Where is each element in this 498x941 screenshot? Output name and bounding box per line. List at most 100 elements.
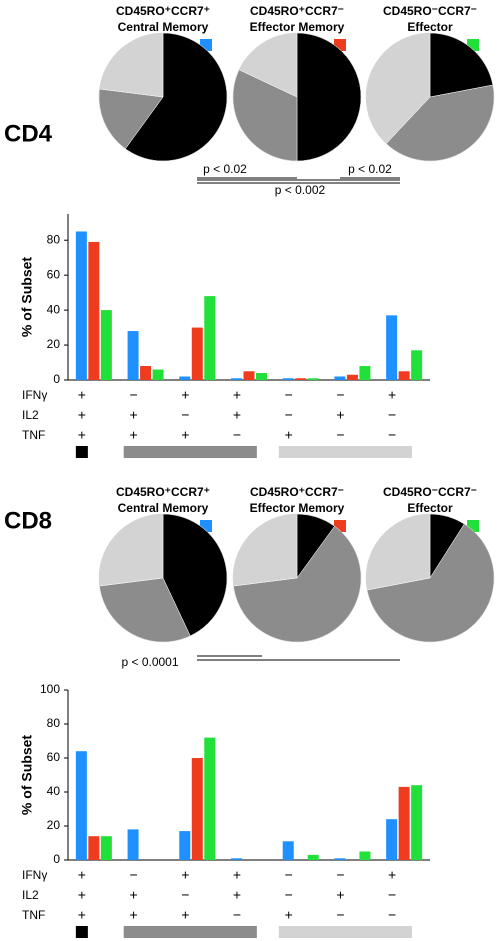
pie-subtitle: Effector <box>407 20 453 34</box>
pie-title: CD45RO⁻CCR7⁻ <box>383 4 477 18</box>
bar <box>191 327 203 380</box>
bar <box>140 366 152 380</box>
y-tick-label: 100 <box>40 682 60 696</box>
combo-sign: + <box>181 867 189 883</box>
panel-label: CD4 <box>4 120 53 147</box>
combo-sign: + <box>233 887 241 903</box>
combo-sign: − <box>285 887 293 903</box>
bar <box>204 737 216 860</box>
combo-sign: + <box>129 407 137 423</box>
combo-sign: + <box>233 387 241 403</box>
pie-outline <box>365 32 495 162</box>
y-tick-label: 40 <box>47 784 61 798</box>
pie-slice <box>98 513 164 587</box>
combo-sign: − <box>388 887 396 903</box>
row-label: IFNγ <box>22 868 47 882</box>
combo-sign: + <box>233 867 241 883</box>
p-value: p < 0.02 <box>203 162 247 176</box>
combo-sign: − <box>233 427 241 443</box>
combo-sign: − <box>388 407 396 423</box>
combo-sign: − <box>285 407 293 423</box>
group-marker <box>278 926 412 938</box>
pie-subtitle: Effector <box>407 501 453 515</box>
combo-sign: + <box>129 907 137 923</box>
combo-sign: + <box>78 907 86 923</box>
bar <box>100 836 112 860</box>
y-tick-label: 20 <box>47 818 61 832</box>
row-label: IL2 <box>22 888 39 902</box>
bar <box>88 241 100 380</box>
bar <box>75 231 87 380</box>
combo-sign: − <box>181 887 189 903</box>
bar <box>88 836 100 860</box>
pie-outline <box>365 513 495 643</box>
bar <box>334 858 346 860</box>
pie-subtitle: Central Memory <box>118 501 209 515</box>
combo-sign: + <box>129 887 137 903</box>
combo-sign: − <box>336 427 344 443</box>
bar <box>282 841 294 860</box>
bar <box>359 366 371 380</box>
combo-sign: + <box>233 407 241 423</box>
pie-title: CD45RO⁺CCR7⁺ <box>116 4 210 18</box>
group-marker <box>123 446 257 458</box>
bar <box>386 315 398 380</box>
combo-sign: − <box>129 387 137 403</box>
combo-sign: − <box>336 907 344 923</box>
bar <box>179 831 191 860</box>
bar <box>256 373 267 380</box>
y-axis-title: % of Subset <box>19 257 35 337</box>
y-tick-label: 60 <box>47 750 61 764</box>
combo-sign: + <box>285 427 293 443</box>
combo-sign: + <box>336 887 344 903</box>
pie-title: CD45RO⁺CCR7⁺ <box>116 485 210 499</box>
bar <box>243 371 255 380</box>
combo-sign: + <box>78 427 86 443</box>
bar <box>231 378 242 380</box>
pie-slice <box>99 32 164 98</box>
y-tick-label: 80 <box>47 716 61 730</box>
combo-sign: + <box>129 427 137 443</box>
bar <box>307 854 319 860</box>
p-value: p < 0.02 <box>348 162 392 176</box>
bar <box>191 758 203 860</box>
y-tick-label: 40 <box>47 302 61 316</box>
row-label: IL2 <box>22 408 39 422</box>
group-marker <box>75 446 88 458</box>
combo-sign: + <box>388 867 396 883</box>
bar <box>204 296 216 380</box>
combo-sign: − <box>233 907 241 923</box>
pie-title: CD45RO⁺CCR7⁻ <box>250 485 344 499</box>
y-tick-label: 0 <box>53 852 60 866</box>
bar <box>398 371 410 380</box>
y-tick-label: 20 <box>47 337 61 351</box>
bar <box>127 331 139 380</box>
y-tick-label: 60 <box>47 267 61 281</box>
group-marker <box>75 926 88 938</box>
pie-slice <box>232 513 298 587</box>
combo-sign: − <box>388 427 396 443</box>
pie-slice <box>296 32 362 162</box>
pie-outline <box>232 32 362 162</box>
pie-outline <box>98 513 228 643</box>
group-marker <box>278 446 412 458</box>
pie-subtitle: Effector Memory <box>250 501 345 515</box>
bar <box>231 858 242 860</box>
bar <box>411 350 423 380</box>
pie-slice <box>365 513 431 591</box>
row-label: IFNγ <box>22 388 47 402</box>
pie-title: CD45RO⁺CCR7⁻ <box>250 4 344 18</box>
bar <box>282 378 294 380</box>
combo-sign: + <box>336 407 344 423</box>
combo-sign: + <box>78 387 86 403</box>
combo-sign: + <box>78 867 86 883</box>
panel-label: CD8 <box>4 507 52 534</box>
pie-outline <box>232 513 362 643</box>
combo-sign: − <box>285 387 293 403</box>
y-tick-label: 80 <box>47 232 61 246</box>
y-axis-title: % of Subset <box>19 735 35 815</box>
p-value: p < 0.002 <box>275 183 326 197</box>
bar <box>334 376 346 380</box>
pie-subtitle: Effector Memory <box>250 20 345 34</box>
